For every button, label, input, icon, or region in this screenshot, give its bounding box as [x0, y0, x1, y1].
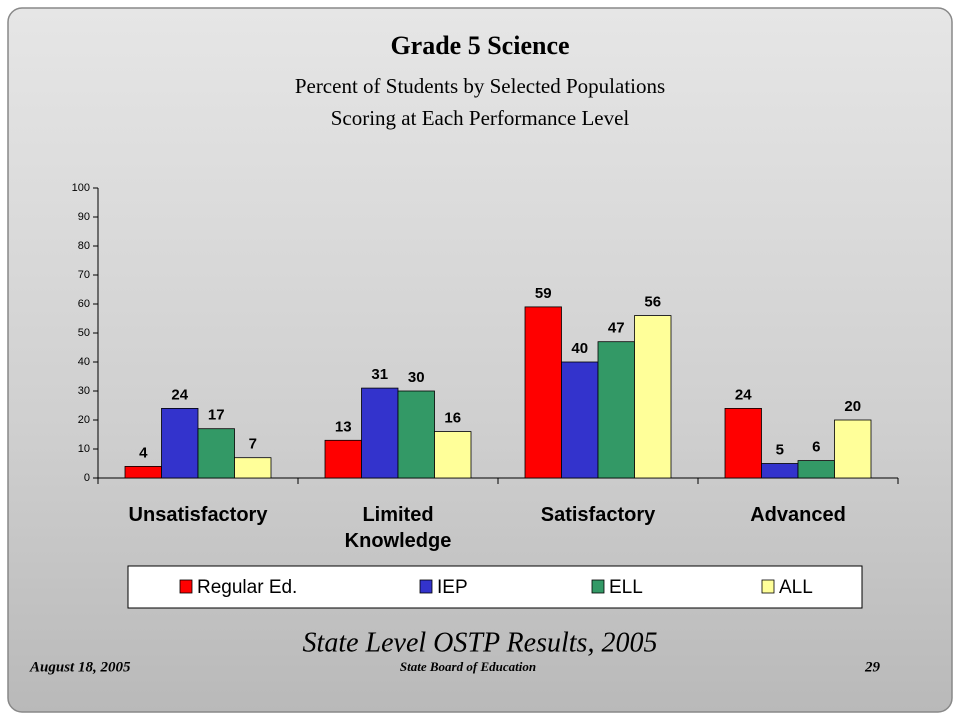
- data-label: 47: [608, 320, 625, 337]
- data-label: 7: [249, 436, 257, 453]
- y-tick-label: 20: [78, 414, 90, 426]
- bar: [161, 407, 199, 479]
- y-tick-label: 50: [78, 327, 90, 339]
- bar: [634, 315, 672, 479]
- bar: [724, 407, 762, 479]
- data-label: 5: [776, 441, 784, 458]
- x-tick-label: Advanced: [750, 504, 846, 526]
- legend-swatch: [761, 579, 775, 594]
- y-tick-label: 30: [78, 385, 90, 397]
- y-tick-label: 60: [78, 298, 90, 310]
- data-label: 31: [371, 366, 388, 383]
- chart-subtitle: Percent of Students by Selected Populati…: [295, 74, 665, 98]
- date: August 18, 2005: [29, 659, 131, 675]
- data-label: 20: [844, 398, 861, 415]
- data-label: 4: [139, 444, 148, 461]
- x-tick-label: Limited Knowledge: [344, 504, 452, 552]
- bar: [761, 463, 799, 479]
- slide-background: [7, 7, 953, 713]
- legend-label: ELL: [609, 577, 643, 598]
- legend-swatch: [591, 579, 605, 594]
- chart-title: Grade 5 Science: [390, 31, 569, 60]
- y-tick-label: 10: [78, 443, 90, 455]
- legend-label: Regular Ed.: [197, 577, 297, 598]
- y-tick-label: 100: [72, 182, 90, 194]
- bar: [561, 361, 599, 479]
- bar: [597, 341, 635, 479]
- y-tick-label: 90: [78, 211, 90, 223]
- legend-label: IEP: [437, 577, 468, 598]
- data-label: 24: [735, 386, 752, 403]
- bar: [397, 390, 435, 479]
- bar: [797, 460, 835, 479]
- data-label: 16: [444, 410, 461, 427]
- data-label: 40: [571, 340, 588, 357]
- chart-subtitle: Scoring at Each Performance Level: [331, 106, 630, 130]
- bar: [361, 387, 399, 479]
- legend-box: [127, 565, 863, 609]
- data-label: 17: [208, 407, 225, 424]
- legend-swatch: [179, 579, 193, 594]
- organization: State Board of Education: [400, 659, 536, 674]
- data-label: 30: [408, 369, 425, 386]
- page-number: 29: [864, 659, 881, 675]
- bar: [434, 431, 472, 479]
- data-label: 56: [644, 294, 661, 311]
- bar: [124, 465, 162, 479]
- data-label: 6: [812, 439, 820, 456]
- legend-label: ALL: [779, 577, 813, 598]
- bar: [834, 419, 872, 479]
- legend-swatch: [419, 579, 433, 594]
- y-tick-label: 80: [78, 240, 90, 252]
- bar: [524, 306, 562, 479]
- bar: [197, 428, 235, 479]
- data-label: 24: [171, 386, 188, 403]
- y-tick-label: 40: [78, 356, 90, 368]
- data-label: 13: [335, 418, 352, 435]
- data-label: 59: [535, 285, 552, 302]
- caption: State Level OSTP Results, 2005: [303, 627, 658, 658]
- bar: [324, 439, 362, 479]
- y-tick-label: 70: [78, 269, 90, 281]
- y-tick-label: 0: [84, 472, 90, 484]
- bar: [234, 457, 272, 479]
- x-tick-label: Satisfactory: [540, 504, 656, 526]
- x-tick-label: Unsatisfactory: [128, 504, 268, 526]
